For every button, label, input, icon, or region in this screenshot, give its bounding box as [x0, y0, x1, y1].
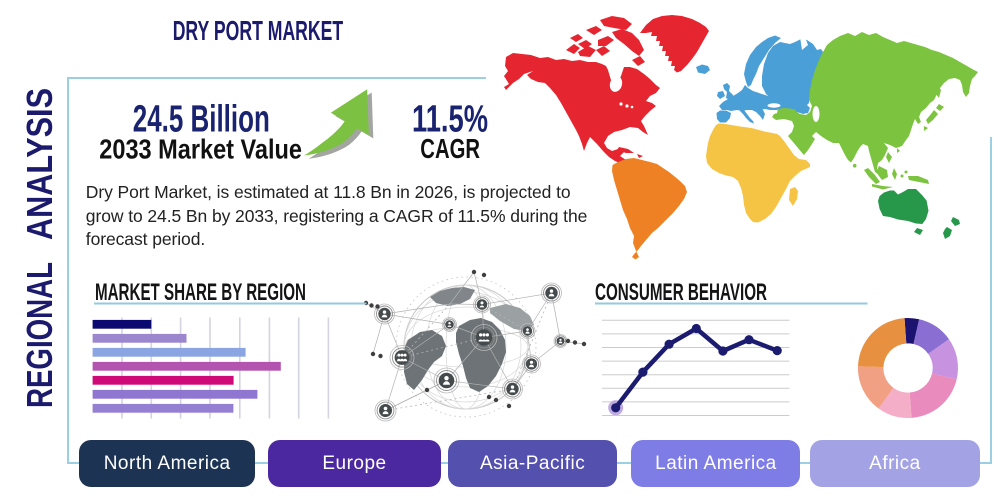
svg-text:24.5 Billion: 24.5 Billion — [133, 99, 270, 141]
svg-text:ANALYSIS: ANALYSIS — [19, 88, 60, 240]
svg-text:REGIONAL: REGIONAL — [19, 262, 60, 408]
svg-text:CAGR: CAGR — [420, 133, 480, 164]
svg-text:CONSUMER BEHAVIOR: CONSUMER BEHAVIOR — [595, 280, 767, 306]
svg-text:DRY PORT MARKET: DRY PORT MARKET — [173, 15, 344, 46]
svg-text:MARKET SHARE BY REGION: MARKET SHARE BY REGION — [95, 280, 306, 306]
svg-text:11.5%: 11.5% — [412, 99, 488, 141]
svg-text:2033 Market Value: 2033 Market Value — [99, 133, 302, 165]
